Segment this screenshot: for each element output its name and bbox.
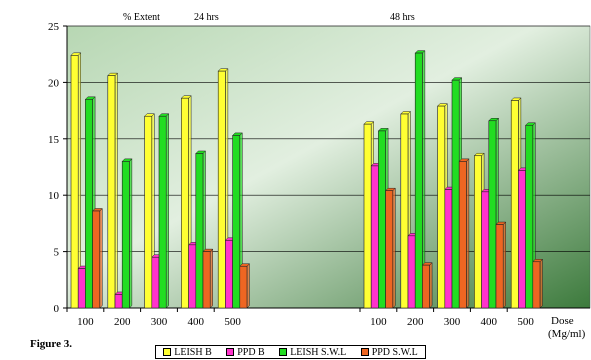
x-tick-label: 400: [481, 316, 498, 328]
y-tick-label: 0: [54, 303, 60, 315]
annotation-48hrs: 48 hrs: [390, 12, 415, 23]
bar: [384, 187, 396, 309]
y-tick-label: 10: [48, 190, 60, 202]
x-tick-label: 500: [224, 316, 241, 328]
legend-swatch: [279, 348, 288, 356]
legend-item: LEISH B: [163, 347, 212, 358]
x-tick-label: 300: [444, 316, 461, 328]
annotation-24hrs: 24 hrs: [194, 12, 219, 23]
legend-label: LEISH S.W.L: [290, 346, 347, 358]
x-axis-label: Dose (Mg/ml): [548, 315, 586, 340]
legend-swatch: [163, 348, 172, 356]
bar: [532, 258, 544, 309]
y-tick-label: 15: [48, 134, 60, 146]
x-tick-label: 500: [517, 316, 534, 328]
legend-label: PPD B: [237, 346, 265, 358]
bar: [495, 221, 507, 309]
y-tick-label: 5: [54, 247, 60, 259]
legend-item: PPD B: [226, 347, 265, 358]
bar: [107, 72, 119, 309]
x-tick-label: 200: [407, 316, 424, 328]
bar: [458, 158, 470, 309]
x-tick-label: 100: [77, 316, 94, 328]
bar: [121, 158, 133, 309]
x-tick-label: 100: [370, 316, 387, 328]
bar: [70, 52, 82, 309]
y-tick-label: 25: [48, 21, 60, 33]
figure-label: Figure 3.: [30, 338, 72, 350]
bar: [143, 113, 155, 309]
bar: [202, 248, 214, 309]
legend-item: LEISH S.W.L: [279, 347, 346, 358]
x-tick-label: 400: [188, 316, 205, 328]
bar: [158, 113, 170, 309]
bar: [91, 207, 103, 309]
legend: LEISH B PPD B LEISH S.W.L PPD S.W.L: [155, 345, 426, 359]
x-tick-label: 300: [151, 316, 168, 328]
annotation-extent: % Extent: [123, 12, 160, 23]
legend-swatch: [226, 348, 235, 356]
legend-swatch: [360, 348, 369, 356]
legend-item: PPD S.W.L: [360, 346, 418, 358]
bar-chart: 0 5 10 15 20 25 100 200 300 400 500 100 200 300 400 50…: [48, 12, 591, 340]
y-tick-label: 20: [48, 77, 60, 89]
bar: [421, 262, 433, 309]
legend-label: LEISH B: [174, 346, 212, 358]
bars: [70, 49, 544, 309]
x-axis: 100 200 300 400 500 100 200 300 400 500: [66, 308, 534, 328]
y-axis: 0 5 10 15 20 25: [48, 21, 68, 315]
bar: [239, 263, 251, 309]
legend-label: PPD S.W.L: [371, 346, 418, 358]
x-tick-label: 200: [114, 316, 131, 328]
